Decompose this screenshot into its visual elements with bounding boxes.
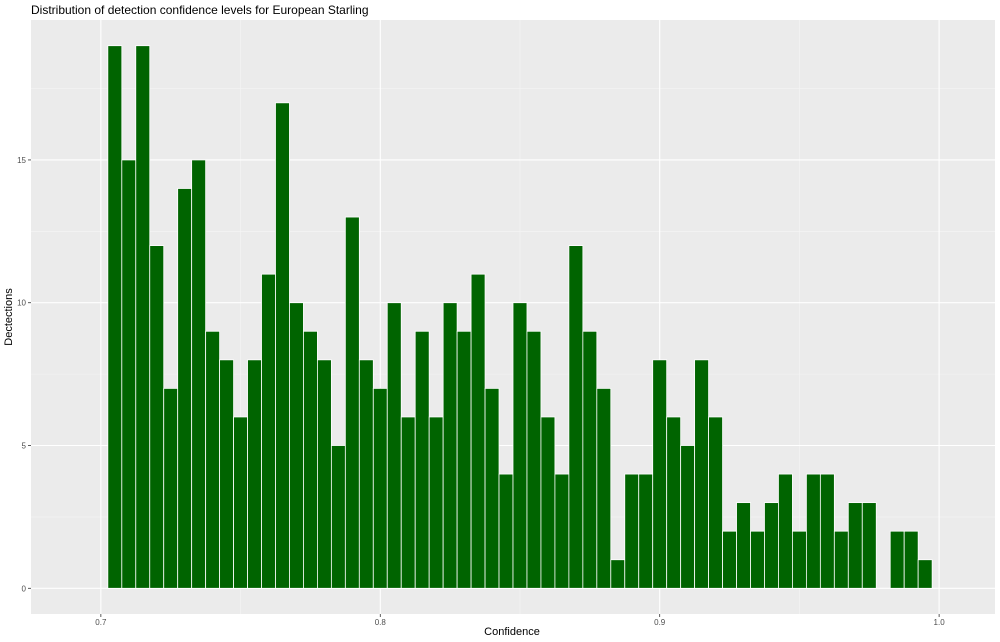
histogram-bar [596,387,612,589]
histogram-bar [484,387,500,589]
histogram-bar [289,302,304,589]
histogram-bar [554,473,570,589]
histogram-bar [149,245,165,589]
histogram-bar [694,359,709,589]
histogram-bar [275,102,290,589]
histogram-bar [428,416,444,589]
x-tick-label: 0.7 [95,618,107,627]
y-tick-label: 10 [17,299,26,308]
chart-title: Distribution of detection confidence lev… [31,3,369,17]
y-axis-title: Dectections [3,288,15,346]
histogram-bar [917,559,933,589]
histogram-bar [610,559,626,589]
histogram-bar [344,216,360,589]
histogram-bar [442,302,458,589]
y-tick-label: 0 [22,584,27,593]
histogram-bar [750,530,765,589]
histogram-bar [708,416,723,589]
histogram-bar [358,359,374,589]
histogram-bar [107,45,123,589]
histogram-bar [330,445,346,589]
histogram-bar [736,502,751,589]
x-axis-title: Confidence [484,626,540,638]
histogram-bar [303,330,318,589]
histogram-bar [247,359,262,589]
histogram-bar [666,416,682,589]
x-tick-label: 0.9 [654,618,666,627]
histogram-bar [163,387,179,589]
histogram-bar [792,530,807,589]
histogram-bar [638,473,654,589]
histogram-bar [889,530,905,589]
x-tick-label: 0.8 [375,618,387,627]
histogram-bar [833,530,849,589]
histogram-bar [680,445,696,589]
histogram-bar [400,416,416,589]
histogram-bar [568,245,584,589]
histogram-bar [778,473,793,589]
histogram-bar [191,159,207,589]
y-tick-label: 15 [17,156,26,165]
histogram-bar [582,330,598,589]
histogram-bar [121,159,137,589]
histogram-bar [261,273,276,589]
histogram-bar [526,330,542,589]
histogram-bar [177,188,193,589]
histogram-bar [470,273,486,589]
histogram-bar [386,302,402,589]
histogram-bar [819,473,835,589]
histogram-bar [540,416,556,589]
x-axis: 0.7 0.8 0.9 1.0 [95,614,945,627]
histogram-bar [219,359,234,589]
histogram-bar [805,473,821,589]
x-tick-label: 1.0 [934,618,946,627]
histogram-bar [652,359,668,589]
histogram-bar [764,502,779,589]
histogram-bar [903,530,919,589]
histogram-bar [372,387,388,589]
histogram-bar [233,416,248,589]
y-axis: 0 5 10 15 [17,156,31,593]
histogram-bar [456,330,472,589]
histogram-bar [498,473,514,589]
histogram-bar [414,330,430,589]
histogram-bar [317,359,332,589]
histogram-bar [135,45,151,589]
histogram-bar [512,302,528,589]
histogram-bar [847,502,863,589]
y-tick-label: 5 [22,442,27,451]
histogram-bar [861,502,877,589]
bars [107,45,933,589]
histogram-bar [205,330,221,589]
histogram-bar [722,530,737,589]
histogram-bar [624,473,640,589]
